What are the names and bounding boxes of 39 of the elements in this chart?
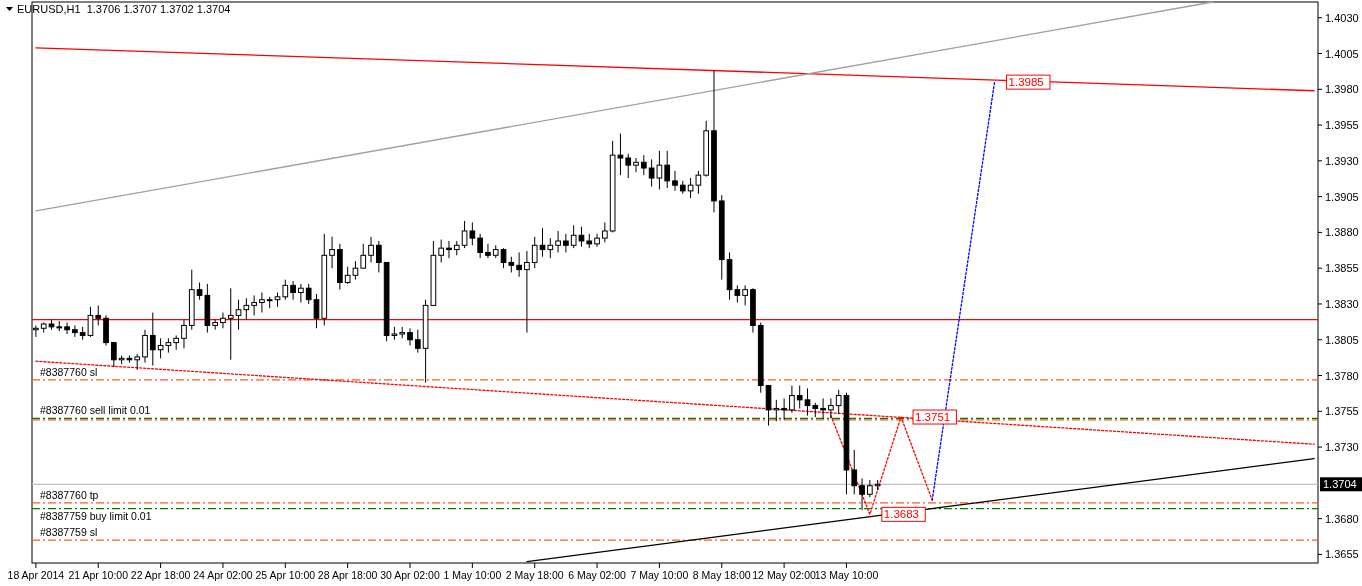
x-tick-label: 28 Apr 18:00 [317, 569, 378, 581]
x-tick-label: 1 May 10:00 [443, 569, 502, 581]
y-tick-label: 1.3830 [1325, 297, 1359, 310]
y-tick-label: 1.3805 [1325, 333, 1359, 346]
annotation: 1.3985 [1008, 76, 1044, 89]
x-tick-label: 8 May 18:00 [692, 569, 751, 581]
y-tick-label: 1.3755 [1325, 405, 1359, 418]
y-tick-label: 1.3730 [1325, 441, 1359, 454]
x-tick-label: 25 Apr 10:00 [255, 569, 316, 581]
y-tick-label: 1.3930 [1325, 154, 1359, 167]
x-tick-label: 22 Apr 18:00 [130, 569, 191, 581]
y-tick-label: 1.3980 [1325, 83, 1359, 96]
y-tick-label: 1.3955 [1325, 119, 1359, 132]
x-tick-label: 2 May 18:00 [505, 569, 564, 581]
y-tick-label: 1.4030 [1325, 11, 1359, 24]
y-tick-label: 1.3655 [1325, 548, 1359, 561]
ref-line-label: #8387760 sl [40, 365, 98, 378]
x-tick-label: 24 Apr 02:00 [193, 569, 253, 581]
y-tick-label: 1.3780 [1325, 369, 1359, 382]
x-tick-label: 6 May 02:00 [568, 569, 627, 581]
y-tick-label: 1.3880 [1325, 226, 1359, 239]
x-tick-label: 7 May 10:00 [630, 569, 689, 581]
x-tick-label: 30 Apr 02:00 [380, 569, 440, 581]
ref-line-label: #8387759 sl [40, 526, 98, 539]
x-tick-label: 18 Apr 2014 [7, 569, 65, 581]
annotation: 1.3683 [883, 508, 920, 521]
y-tick-label: 1.4005 [1325, 47, 1359, 60]
annotation: 1.3751 [915, 411, 951, 424]
ref-line-label: #8387760 sell limit 0.01 [40, 404, 151, 417]
ref-line-label: 1.3704 [1323, 478, 1357, 491]
y-tick-label: 1.3680 [1325, 512, 1359, 525]
x-tick-label: 12 May 02:00 [752, 569, 817, 581]
x-tick-label: 13 May 10:00 [814, 569, 879, 581]
y-tick-label: 1.3905 [1325, 190, 1359, 203]
ref-line-label: #8387759 buy limit 0.01 [40, 509, 152, 522]
x-tick-label: 21 Apr 10:00 [68, 569, 129, 581]
y-tick-label: 1.3855 [1325, 262, 1359, 275]
ref-line-label: #8387760 tp [40, 488, 99, 501]
chart-title: EURUSD,H1 1.3706 1.3707 1.3702 1.3704 [17, 3, 231, 15]
